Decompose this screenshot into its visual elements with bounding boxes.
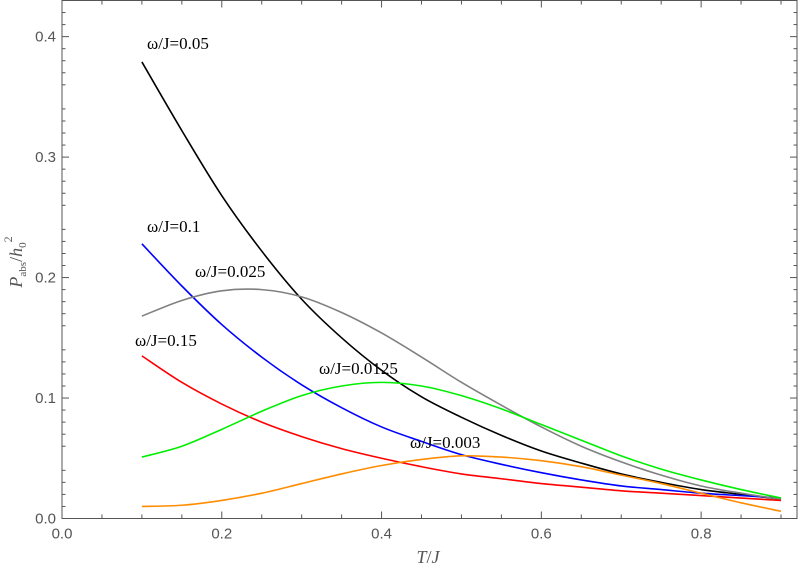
y-tick-label: 0.0 — [35, 511, 56, 528]
x-tick-label: 0.6 — [531, 526, 552, 543]
series-label-5: ω/J=0.0125 — [319, 359, 398, 378]
series-line-6 — [141, 454, 782, 513]
series-line-2 — [141, 243, 782, 499]
y-tick-label: 0.3 — [35, 149, 56, 166]
series-label-4: ω/J=0.15 — [135, 331, 197, 350]
series-label-2: ω/J=0.1 — [147, 217, 200, 236]
series-label-3: ω/J=0.025 — [195, 262, 265, 281]
y-axis-title: Pabs/h02 — [1, 236, 29, 288]
y-tick-label: 0.4 — [35, 29, 56, 46]
series-line-4 — [141, 355, 782, 502]
plot-frame — [61, 0, 798, 519]
x-tick-label: 0.0 — [52, 526, 73, 543]
series-line-1 — [141, 61, 782, 501]
x-axis-title: T/J — [416, 547, 440, 567]
axis-tick-labels: 0.0 0.2 0.4 0.6 0.8 0.0 0.1 0.2 0.3 0.4 — [35, 29, 711, 543]
series-label-1: ω/J=0.05 — [147, 34, 209, 53]
series-label-6: ω/J=0.003 — [410, 433, 480, 452]
y-tick-label: 0.1 — [35, 390, 56, 407]
axis-ticks — [61, 0, 797, 519]
x-tick-label: 0.8 — [691, 526, 712, 543]
series-group — [141, 61, 782, 513]
x-tick-label: 0.2 — [211, 526, 232, 543]
y-tick-label: 0.2 — [35, 270, 56, 287]
curve-labels: ω/J=0.05 ω/J=0.1 ω/J=0.025 ω/J=0.15 ω/J=0.01… — [135, 34, 480, 452]
x-tick-label: 0.4 — [371, 526, 392, 543]
series-line-3 — [141, 288, 782, 501]
series-line-5 — [141, 381, 782, 499]
